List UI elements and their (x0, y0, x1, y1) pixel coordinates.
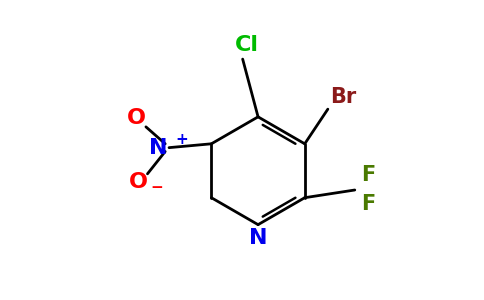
Text: N: N (149, 138, 167, 158)
Text: Br: Br (330, 87, 356, 107)
Text: Cl: Cl (235, 35, 258, 55)
Text: F: F (361, 165, 375, 184)
Text: N: N (249, 228, 267, 248)
Text: +: + (175, 132, 188, 147)
Text: −: − (151, 180, 163, 195)
Text: O: O (127, 108, 146, 128)
Text: F: F (361, 194, 375, 214)
Text: O: O (129, 172, 148, 192)
